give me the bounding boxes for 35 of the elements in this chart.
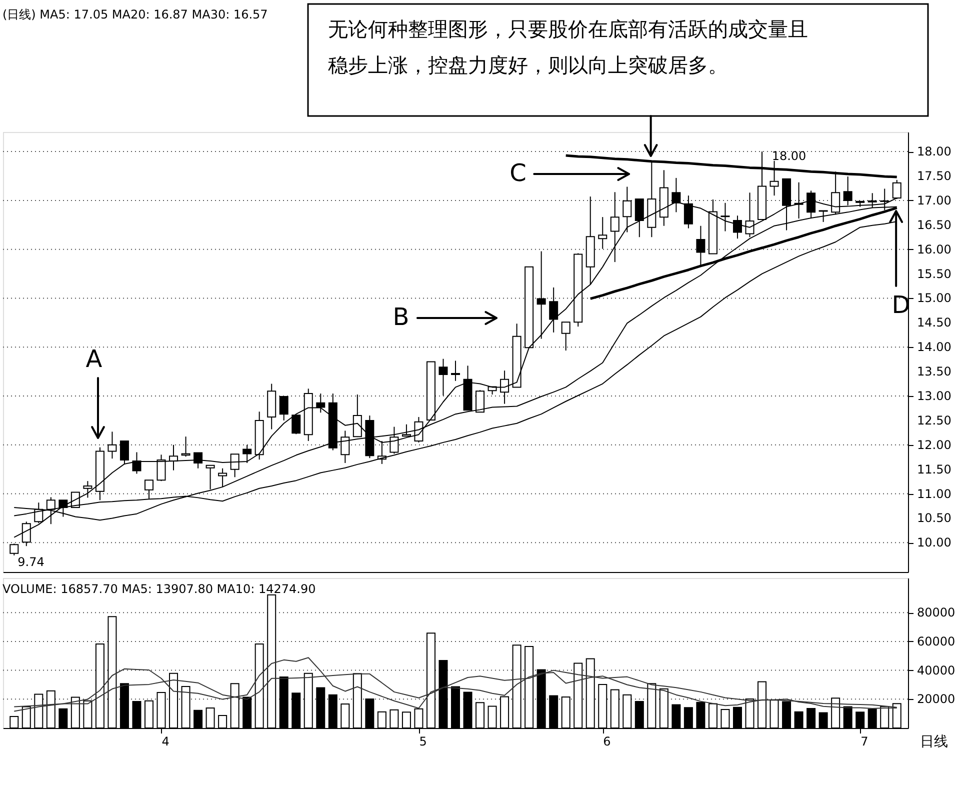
- annotation: 18.00: [772, 149, 806, 163]
- y-tick-label: 14.00: [917, 340, 952, 354]
- y-tick-label: 16.00: [917, 242, 952, 256]
- y-tick-label: 14.50: [917, 316, 952, 330]
- chart-title: VOLUME: 16857.70 MA5: 13907.80 MA10: 14274.90: [2, 582, 316, 596]
- text: 日线: [920, 734, 948, 750]
- annotation: B: [392, 303, 410, 331]
- y-tick-label: 15.50: [917, 266, 952, 281]
- y-tick-label: 18.00: [917, 144, 952, 159]
- y-tick-label: 20000: [917, 692, 956, 706]
- y-tick-label: 40000: [917, 663, 956, 678]
- y-tick-label: 10.50: [917, 511, 952, 526]
- x-tick-label: 7: [860, 734, 868, 748]
- x-tick-label: 6: [603, 734, 611, 748]
- y-tick-label: 16.50: [917, 218, 952, 232]
- annotation: A: [86, 345, 103, 373]
- annotation: 9.74: [18, 555, 44, 569]
- y-tick-label: 11.50: [917, 462, 952, 476]
- annotation: C: [510, 159, 526, 187]
- chart-title: (日线) MA5: 17.05 MA20: 16.87 MA30: 16.57: [2, 7, 268, 22]
- y-tick-label: 80000: [917, 606, 956, 620]
- y-tick-label: 13.50: [917, 364, 952, 379]
- x-tick-label: 4: [162, 734, 170, 748]
- y-tick-label: 15.00: [917, 291, 952, 306]
- y-tick-label: 13.00: [917, 389, 952, 403]
- text: 无论何种整理图形，只要股价在底部有活跃的成交量且稳步上涨，控盘力度好，则以向上突破居多。: [328, 17, 808, 77]
- x-tick-label: 5: [419, 734, 427, 748]
- y-tick-label: 17.50: [917, 169, 952, 183]
- y-tick-label: 60000: [917, 634, 956, 648]
- y-tick-label: 12.50: [917, 413, 952, 428]
- y-tick-label: 12.00: [917, 438, 952, 452]
- y-tick-label: 10.00: [917, 536, 952, 550]
- annotation: D: [892, 291, 910, 319]
- y-tick-label: 17.00: [917, 193, 952, 208]
- y-tick-label: 11.00: [917, 486, 952, 501]
